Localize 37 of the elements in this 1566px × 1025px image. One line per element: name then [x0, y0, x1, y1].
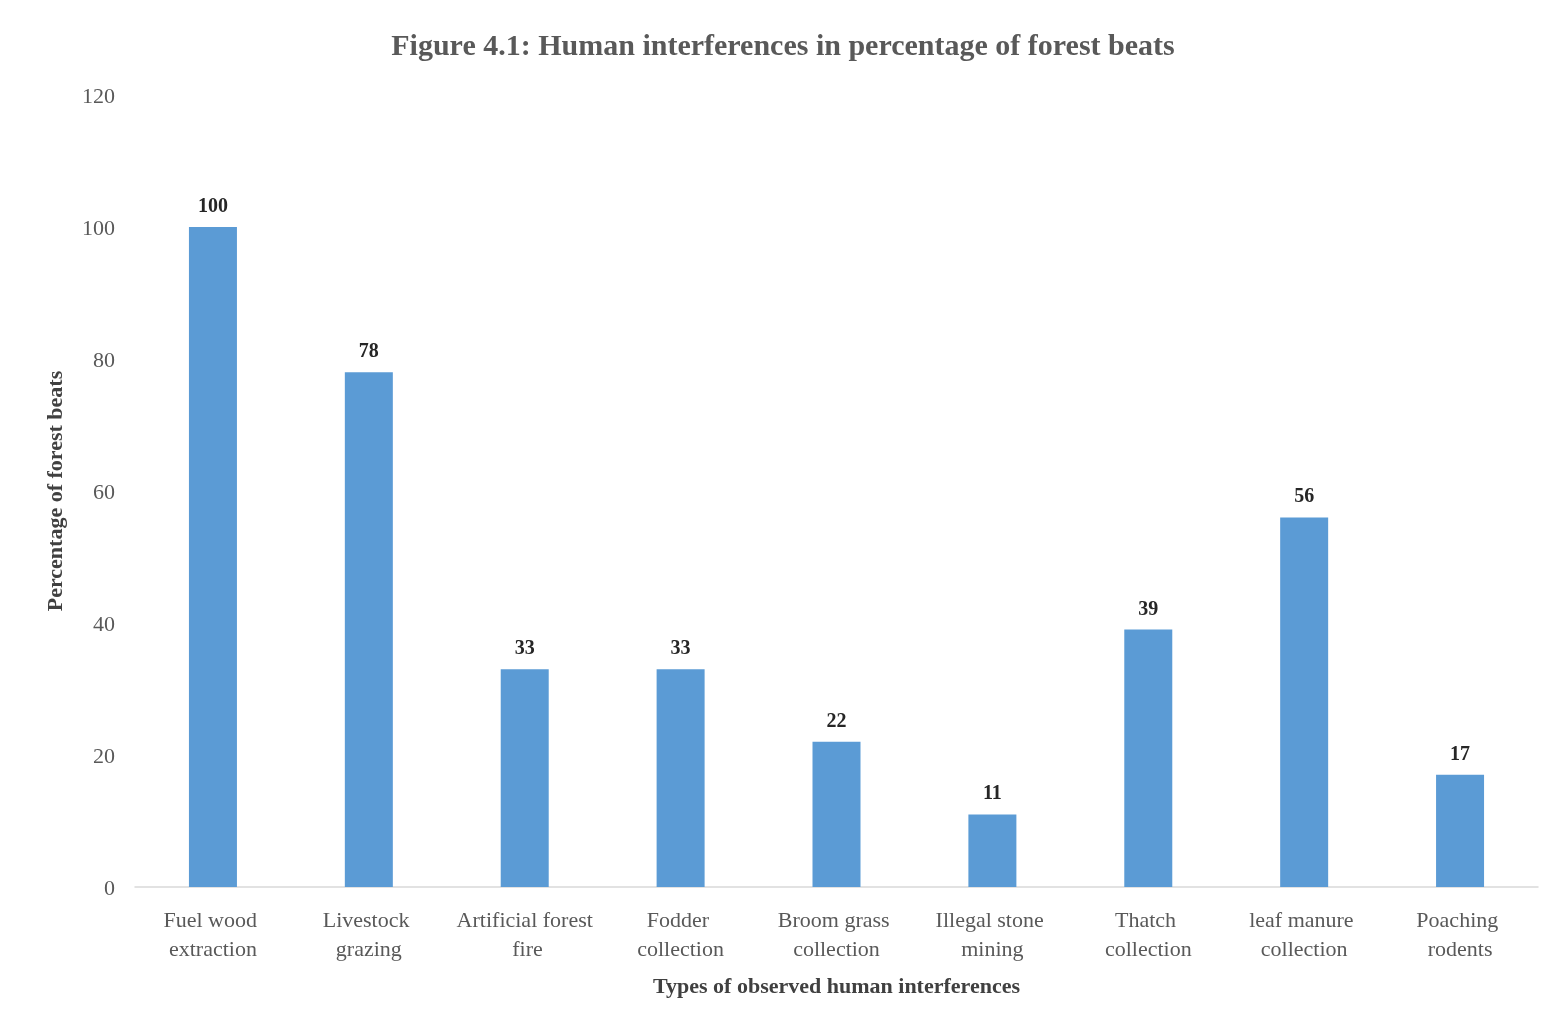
x-tick-label: Livestock grazing — [322, 907, 415, 961]
y-tick-label: 100 — [82, 214, 115, 240]
data-label: 33 — [670, 636, 691, 659]
data-label: 17 — [1450, 741, 1471, 764]
y-tick-label: 120 — [82, 82, 115, 108]
data-label: 39 — [1138, 596, 1159, 619]
data-label: 33 — [514, 636, 535, 659]
x-tick-label: Illegal stone mining — [935, 907, 1050, 961]
bar — [188, 227, 237, 887]
data-label: 22 — [826, 708, 847, 731]
bar — [812, 741, 861, 887]
bar — [1280, 517, 1329, 887]
x-tick-label: Thatch collection — [1104, 907, 1192, 961]
x-tick-label: leaf manure collection — [1249, 907, 1360, 961]
x-tick-label: Broom grass collection — [777, 907, 896, 961]
bar — [500, 669, 549, 887]
data-label: 11 — [982, 781, 1002, 804]
data-label: 56 — [1294, 484, 1315, 507]
bar — [656, 669, 705, 887]
y-tick-label: 0 — [104, 874, 115, 900]
data-label: 78 — [358, 339, 379, 362]
bar — [1436, 774, 1485, 887]
x-tick-label: Fuel wood extraction — [163, 907, 263, 961]
chart-title: Figure 4.1: Human interferences in percentage of forest beats — [391, 27, 1175, 61]
y-tick-label: 20 — [93, 742, 115, 768]
x-tick-label: Artificial forest fire — [456, 907, 593, 961]
bar — [968, 814, 1017, 887]
y-tick-label: 80 — [93, 346, 115, 372]
x-tick-label: Poaching rodents — [1416, 907, 1504, 961]
x-axis-title: Types of observed human interferences — [652, 972, 1021, 998]
x-tick-label: Fodder collection — [637, 907, 724, 961]
data-label: 100 — [197, 194, 228, 216]
y-tick-label: 60 — [93, 478, 115, 504]
y-axis-title: Percentage of forest beats — [41, 370, 67, 612]
bar — [344, 372, 393, 887]
y-tick-label: 40 — [93, 610, 115, 636]
bar — [1124, 629, 1173, 887]
